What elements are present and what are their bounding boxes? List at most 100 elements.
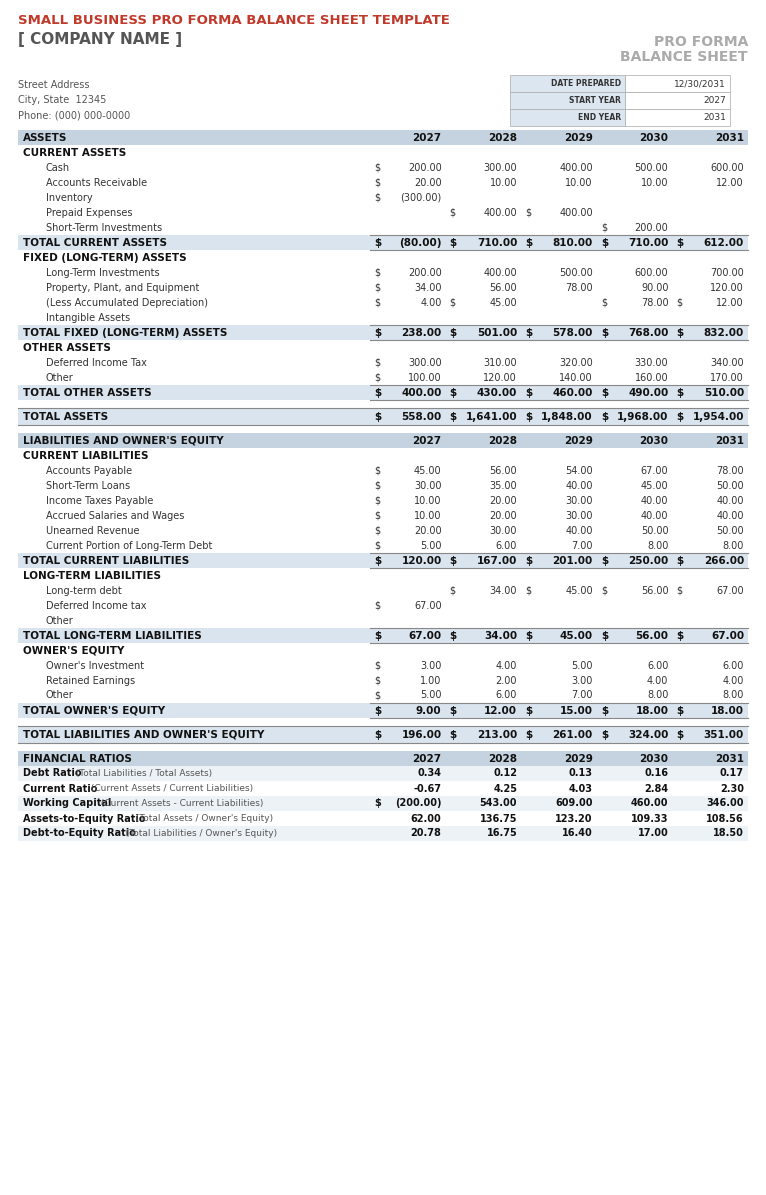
Text: 20.00: 20.00 <box>414 526 442 535</box>
Text: 400.00: 400.00 <box>559 208 593 217</box>
Text: 20.00: 20.00 <box>489 510 517 521</box>
Text: $: $ <box>676 729 683 740</box>
Text: 2.00: 2.00 <box>496 675 517 686</box>
Text: BALANCE SHEET: BALANCE SHEET <box>620 50 748 65</box>
Text: OTHER ASSETS: OTHER ASSETS <box>23 343 111 353</box>
Bar <box>18 673 748 688</box>
Text: $: $ <box>450 411 457 422</box>
Text: 9.00: 9.00 <box>416 705 442 716</box>
Text: [ COMPANY NAME ]: [ COMPANY NAME ] <box>18 32 182 47</box>
Bar <box>18 370 748 385</box>
Text: 140.00: 140.00 <box>559 373 593 382</box>
Text: 6.00: 6.00 <box>496 540 517 551</box>
Text: 351.00: 351.00 <box>704 729 744 740</box>
Text: Short-Term Investments: Short-Term Investments <box>46 222 162 233</box>
Text: START YEAR: START YEAR <box>569 96 621 105</box>
Text: 2029: 2029 <box>564 133 593 142</box>
Bar <box>18 688 748 703</box>
Text: 40.00: 40.00 <box>641 496 669 505</box>
Text: 1.00: 1.00 <box>421 675 442 686</box>
Text: 2030: 2030 <box>640 133 669 142</box>
Text: 612.00: 612.00 <box>704 238 744 247</box>
Text: 832.00: 832.00 <box>704 327 744 337</box>
Text: 108.56: 108.56 <box>706 814 744 823</box>
Text: 201.00: 201.00 <box>552 556 593 565</box>
Text: 2030: 2030 <box>640 754 669 764</box>
Text: 4.00: 4.00 <box>722 675 744 686</box>
Text: $: $ <box>525 631 532 641</box>
Text: $: $ <box>374 373 380 382</box>
Text: 3.00: 3.00 <box>571 675 593 686</box>
Text: Property, Plant, and Equipment: Property, Plant, and Equipment <box>46 282 199 293</box>
Text: $: $ <box>676 705 683 716</box>
Bar <box>18 433 748 448</box>
Text: 2028: 2028 <box>488 754 517 764</box>
Text: 4.00: 4.00 <box>647 675 669 686</box>
Text: 200.00: 200.00 <box>408 163 442 172</box>
Text: 45.00: 45.00 <box>489 298 517 307</box>
Text: $: $ <box>374 601 380 611</box>
Text: CURRENT LIABILITIES: CURRENT LIABILITIES <box>23 451 149 460</box>
Text: Assets-to-Equity Ratio: Assets-to-Equity Ratio <box>23 814 146 823</box>
Bar <box>18 220 748 235</box>
Text: 16.75: 16.75 <box>486 828 517 839</box>
Bar <box>18 538 748 553</box>
Text: $: $ <box>601 705 608 716</box>
Bar <box>18 568 748 583</box>
Text: 2031: 2031 <box>715 435 744 446</box>
Text: $: $ <box>525 327 532 337</box>
Text: 109.33: 109.33 <box>631 814 669 823</box>
Text: 200.00: 200.00 <box>635 222 669 233</box>
Text: $: $ <box>374 178 380 188</box>
Text: $: $ <box>601 631 608 641</box>
Text: 78.00: 78.00 <box>641 298 669 307</box>
Bar <box>18 494 748 508</box>
Text: $: $ <box>374 691 380 700</box>
Text: 2029: 2029 <box>564 435 593 446</box>
Text: $: $ <box>374 411 381 422</box>
Text: $: $ <box>374 298 380 307</box>
Text: TOTAL OWNER'S EQUITY: TOTAL OWNER'S EQUITY <box>23 705 165 716</box>
Bar <box>18 553 748 568</box>
Text: 12.00: 12.00 <box>716 178 744 188</box>
Text: -0.67: -0.67 <box>414 784 442 793</box>
Text: $: $ <box>450 387 457 398</box>
Text: 12.00: 12.00 <box>484 705 517 716</box>
Text: $: $ <box>374 327 381 337</box>
Text: 4.00: 4.00 <box>496 661 517 670</box>
Bar <box>18 782 748 796</box>
Text: 300.00: 300.00 <box>408 357 442 368</box>
Text: 78.00: 78.00 <box>565 282 593 293</box>
Text: 400.00: 400.00 <box>483 208 517 217</box>
Text: Accrued Salaries and Wages: Accrued Salaries and Wages <box>46 510 185 521</box>
Text: 460.00: 460.00 <box>631 798 669 809</box>
Text: 40.00: 40.00 <box>716 496 744 505</box>
Text: 17.00: 17.00 <box>637 828 669 839</box>
Bar <box>18 629 748 643</box>
Text: 120.00: 120.00 <box>483 373 517 382</box>
Text: 54.00: 54.00 <box>565 466 593 476</box>
Bar <box>18 508 748 523</box>
Text: TOTAL ASSETS: TOTAL ASSETS <box>23 411 108 422</box>
Text: 67.00: 67.00 <box>408 631 442 641</box>
Text: 40.00: 40.00 <box>565 526 593 535</box>
Text: (200.00): (200.00) <box>395 798 442 809</box>
Text: 0.13: 0.13 <box>569 768 593 778</box>
Text: 16.40: 16.40 <box>562 828 593 839</box>
Bar <box>18 583 748 598</box>
Text: $: $ <box>525 238 532 247</box>
Text: 18.50: 18.50 <box>713 828 744 839</box>
Text: 12/30/2031: 12/30/2031 <box>674 79 726 88</box>
Text: END YEAR: END YEAR <box>578 114 621 122</box>
Text: Other: Other <box>46 691 74 700</box>
Text: Current Portion of Long-Term Debt: Current Portion of Long-Term Debt <box>46 540 212 551</box>
Text: 340.00: 340.00 <box>710 357 744 368</box>
Bar <box>18 598 748 613</box>
Text: DATE PREPARED: DATE PREPARED <box>551 79 621 88</box>
Text: $: $ <box>374 556 381 565</box>
Text: Owner's Investment: Owner's Investment <box>46 661 144 670</box>
Bar <box>18 145 748 160</box>
Text: 600.00: 600.00 <box>710 163 744 172</box>
Text: 609.00: 609.00 <box>555 798 593 809</box>
Text: 2027: 2027 <box>703 96 726 105</box>
